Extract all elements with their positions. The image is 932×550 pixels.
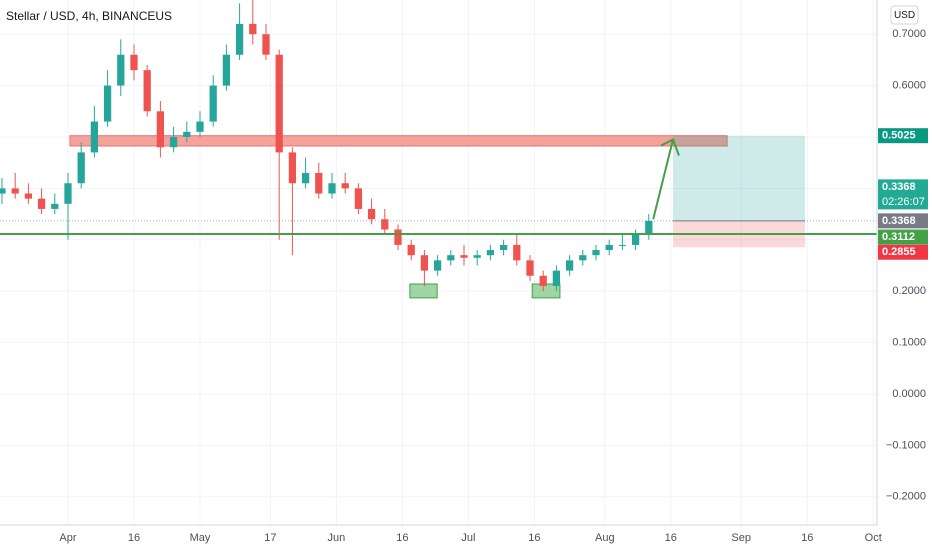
price-tag-label: 0.3112 (882, 231, 915, 243)
y-tick-label: −0.1000 (886, 439, 926, 451)
y-tick-label: −0.2000 (886, 491, 926, 503)
x-tick-label: Sep (731, 532, 751, 544)
x-tick-label: Jul (461, 532, 475, 544)
price-tag (878, 179, 928, 210)
candle-body (37, 198, 46, 209)
candle-body (262, 34, 270, 55)
candle-body (592, 250, 600, 256)
y-tick-label: 0.6000 (892, 79, 926, 91)
candle-body (433, 260, 442, 271)
candle-body (618, 244, 627, 246)
candle-body (103, 85, 112, 122)
candle-body (90, 121, 99, 153)
candle-body (183, 131, 191, 137)
bottom-box (409, 283, 438, 299)
x-tick-label: 16 (128, 532, 140, 544)
price-tag (878, 229, 928, 245)
candle-body (169, 136, 178, 148)
y-tick-label: 0.2000 (892, 285, 926, 297)
y-tick-label: 0.0000 (892, 388, 926, 400)
resistance-zone (69, 135, 728, 147)
x-tick-label: Aug (595, 532, 615, 544)
candle-body (645, 220, 653, 235)
candle-body (605, 244, 613, 251)
candle-body (301, 172, 310, 184)
x-tick-label: Jun (328, 532, 346, 544)
candle-body (209, 85, 217, 122)
currency-button[interactable] (890, 5, 919, 25)
candle-body (288, 152, 297, 184)
x-tick-label: 17 (264, 532, 276, 544)
x-tick-label: 16 (396, 532, 408, 544)
candle-body (420, 255, 429, 271)
candle-body (196, 121, 204, 132)
candle-body (130, 54, 138, 71)
candle-body (499, 244, 508, 251)
candle-body (447, 255, 455, 261)
candle-body (394, 229, 402, 245)
y-tick-label: 0.1000 (892, 336, 926, 348)
candle-body (77, 152, 85, 184)
candle-body (473, 255, 481, 258)
currency[interactable]: USD (894, 10, 915, 21)
x-tick-label: 16 (801, 532, 813, 544)
candle-body (407, 244, 415, 256)
candle-body (0, 188, 6, 194)
chart-title: Stellar / USD, 4h, BINANCEUS (6, 9, 172, 23)
price-tag-label: 0.2855 (882, 246, 916, 258)
candle-body (64, 183, 72, 204)
candle-body (486, 250, 495, 256)
candle-body (328, 183, 336, 194)
candle-body (631, 234, 640, 245)
candle-body (526, 260, 534, 276)
candle-body (315, 172, 323, 194)
x-tick-label: May (190, 532, 211, 544)
candle-body (222, 54, 231, 86)
candle-body (354, 188, 363, 209)
bottom-box (531, 283, 561, 299)
candle-body (552, 270, 561, 287)
x-tick-label: Apr (59, 532, 76, 544)
candle-body (24, 193, 33, 199)
price-tag-label: 0.3368 (882, 215, 916, 227)
target-zone (673, 135, 806, 221)
price-tag (878, 244, 928, 260)
candle-body (579, 255, 587, 261)
candle-body (341, 183, 349, 189)
candle-body (565, 260, 574, 271)
candle-body (513, 244, 521, 261)
candle-body (51, 203, 59, 209)
candle-body (11, 188, 19, 194)
price-tag (878, 213, 928, 229)
price-tag-label: 0.3368 (882, 181, 916, 193)
y-tick-label: 0.7000 (892, 28, 926, 40)
x-tick-label: 16 (665, 532, 677, 544)
candle-body (367, 208, 376, 220)
candle-body (249, 23, 257, 35)
candle-body (143, 70, 151, 112)
candle-body (539, 275, 547, 287)
arrow (652, 138, 680, 220)
candle-body (275, 54, 283, 153)
x-tick-label: 16 (528, 532, 540, 544)
candle-body (235, 23, 244, 55)
price-tag-label: 0.5025 (882, 130, 916, 142)
candle-body (117, 54, 125, 86)
x-tick-label: Oct (865, 532, 882, 544)
countdown: 02:26:07 (882, 196, 925, 208)
candle-body (460, 255, 468, 258)
price-tag (878, 128, 928, 144)
candle-body (156, 111, 165, 148)
candle-body (381, 219, 389, 230)
